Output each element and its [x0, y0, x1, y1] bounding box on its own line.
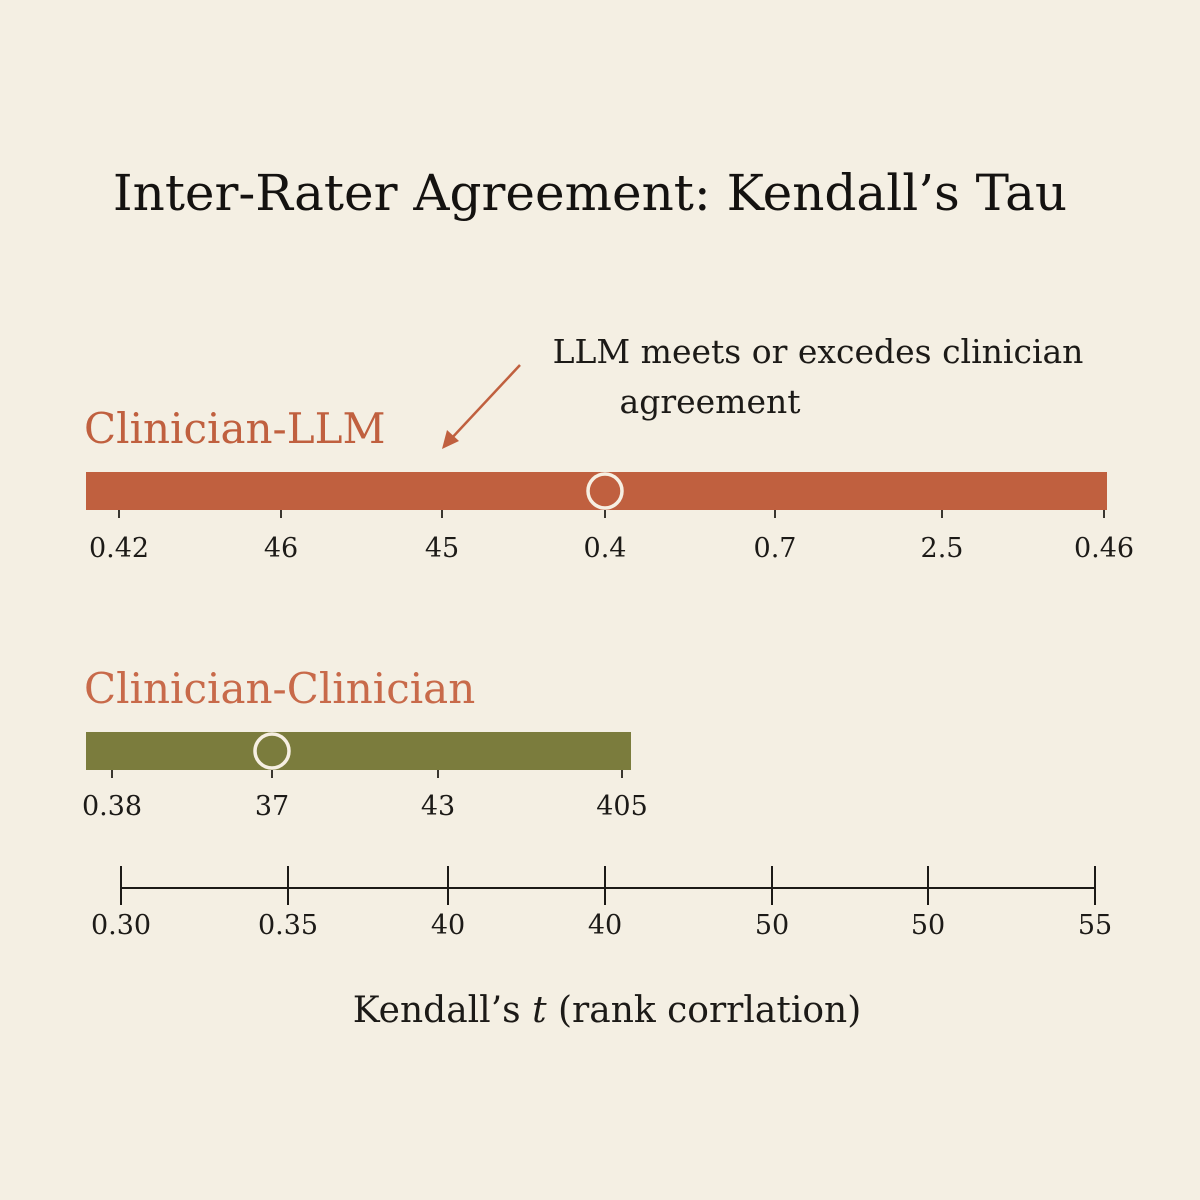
marker-clinician-llm	[586, 472, 624, 510]
band-tick-label: 0.42	[89, 533, 149, 564]
series-label-clinician-llm: Clinician-LLM	[84, 404, 386, 453]
band-tick-label: 0.38	[82, 791, 142, 822]
annotation-arrow-shaft	[449, 364, 521, 441]
x-axis-title-symbol: t	[532, 990, 547, 1031]
annotation-arrow-head	[442, 430, 459, 449]
x-axis-tick-label: 0.35	[258, 910, 318, 941]
x-axis-tick-label: 40	[588, 910, 622, 941]
band-tick-label: 405	[596, 791, 648, 822]
band-tick-label: 37	[255, 791, 289, 822]
x-axis-tick-label: 50	[911, 910, 945, 941]
x-axis-ticks: 0.30 0.35 40 40 50 50 55	[91, 866, 1112, 941]
band-tick-label: 46	[264, 533, 298, 564]
x-axis-title-suffix: (rank corrlation)	[547, 990, 862, 1031]
annotation-line-1: LLM meets or excedes clinician	[553, 332, 1084, 371]
band-tick-label: 0.7	[754, 533, 797, 564]
annotation-arrow	[442, 364, 521, 449]
x-axis-tick-label: 55	[1078, 910, 1112, 941]
tick-group-clinician-clinician: 0.38 37 43 405	[82, 770, 648, 822]
x-axis-title: Kendall’s t (rank corrlation)	[353, 990, 862, 1031]
band-tick-label: 2.5	[921, 533, 964, 564]
marker-clinician-clinician	[253, 732, 291, 770]
x-axis-tick-label: 0.30	[91, 910, 151, 941]
x-axis-tick-label: 40	[431, 910, 465, 941]
annotation-line-2: agreement	[620, 382, 801, 421]
bar-clinician-clinician	[86, 732, 631, 770]
tick-group-clinician-llm: 0.42 46 45 0.4 0.7 2.5 0.46	[89, 510, 1134, 564]
chart-title: Inter-Rater Agreement: Kendall’s Tau	[113, 164, 1067, 222]
series-label-clinician-clinician: Clinician-Clinician	[84, 664, 475, 713]
band-tick-label: 0.4	[584, 533, 627, 564]
band-tick-label: 43	[421, 791, 455, 822]
band-tick-label: 0.46	[1074, 533, 1134, 564]
x-axis-tick-label: 50	[755, 910, 789, 941]
x-axis-title-prefix: Kendall’s	[353, 990, 532, 1031]
bar-clinician-llm	[86, 472, 1107, 510]
band-tick-label: 45	[425, 533, 459, 564]
